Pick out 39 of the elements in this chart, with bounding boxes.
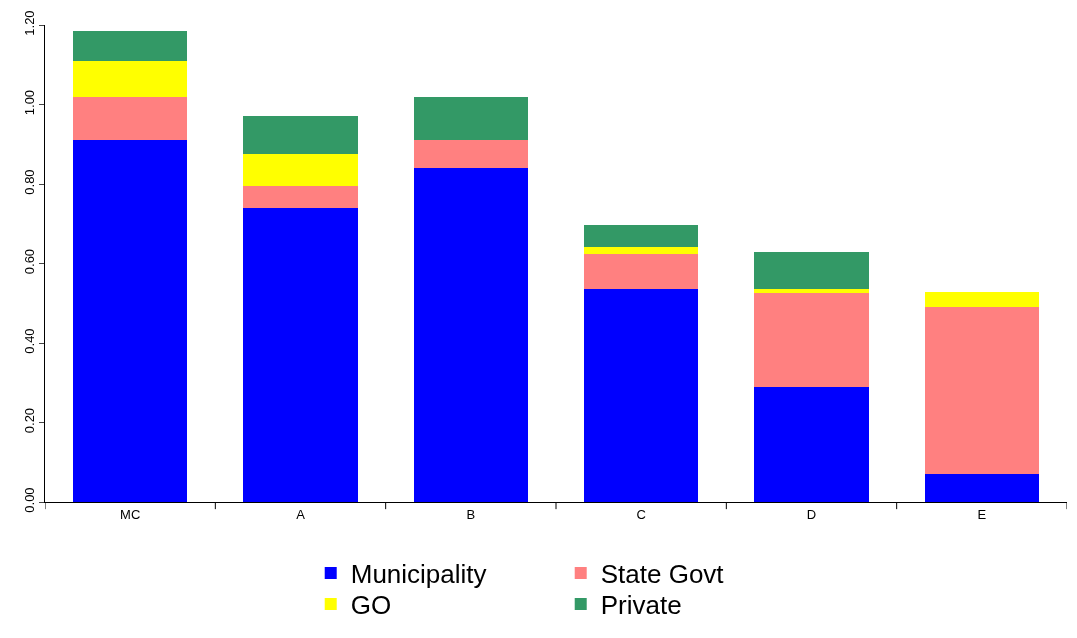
bar [924,307,1039,475]
bar [924,292,1039,308]
x-tick-label: B [466,506,476,522]
bar [243,185,358,208]
bar [73,60,188,97]
bar [413,96,528,141]
legend-label: GO [350,590,392,621]
x-tick-label: C [636,506,646,522]
bar [73,30,188,61]
bar [243,154,358,186]
bar [584,246,699,254]
legend-label: Private [600,590,682,621]
bar [754,293,869,387]
y-tick-label: 0.40 [21,328,37,354]
y-tick-label: 0.80 [21,169,37,195]
y-tick-label: 0.20 [21,407,37,434]
bar [754,251,869,290]
y-tick-label: 0.00 [21,487,37,513]
bar [754,289,869,294]
x-tick-label: D [806,506,817,522]
bar [924,474,1039,502]
x-tick-label: E [977,506,987,522]
y-tick-label: 0.60 [21,248,37,275]
legend-label: State Govt [600,559,725,590]
bar [754,386,869,502]
bar [584,253,699,290]
bar [243,116,358,155]
legend-label: Municipality [350,559,487,590]
bar [73,140,188,502]
bar [413,140,528,169]
x-tick-label: MC [120,506,141,522]
bar [73,96,188,141]
y-tick-label: 1.00 [21,89,37,116]
bar [584,224,699,247]
bar [243,207,358,502]
bar [413,168,528,502]
x-tick-label: A [296,506,306,522]
bar [584,289,699,502]
y-tick-label: 1.20 [21,10,37,36]
